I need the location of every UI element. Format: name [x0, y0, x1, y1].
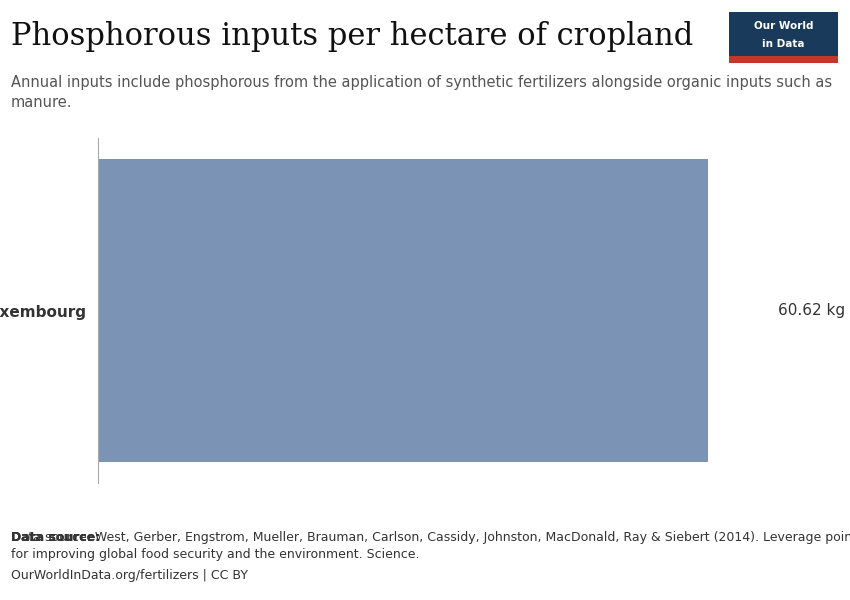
Text: Data source:: Data source:	[11, 531, 100, 544]
Text: Our World: Our World	[754, 21, 813, 31]
Text: Phosphorous inputs per hectare of cropland: Phosphorous inputs per hectare of cropla…	[11, 21, 694, 52]
Text: Data source: West, Gerber, Engstrom, Mueller, Brauman, Carlson, Cassidy, Johnsto: Data source: West, Gerber, Engstrom, Mue…	[11, 531, 850, 561]
Text: OurWorldInData.org/fertilizers | CC BY: OurWorldInData.org/fertilizers | CC BY	[11, 569, 248, 582]
Bar	[98, 158, 708, 462]
Text: 60.62 kg: 60.62 kg	[778, 303, 845, 318]
Text: in Data: in Data	[762, 38, 805, 49]
Text: Annual inputs include phosphorous from the application of synthetic fertilizers : Annual inputs include phosphorous from t…	[11, 75, 832, 110]
Text: Data source:: Data source:	[11, 531, 100, 544]
